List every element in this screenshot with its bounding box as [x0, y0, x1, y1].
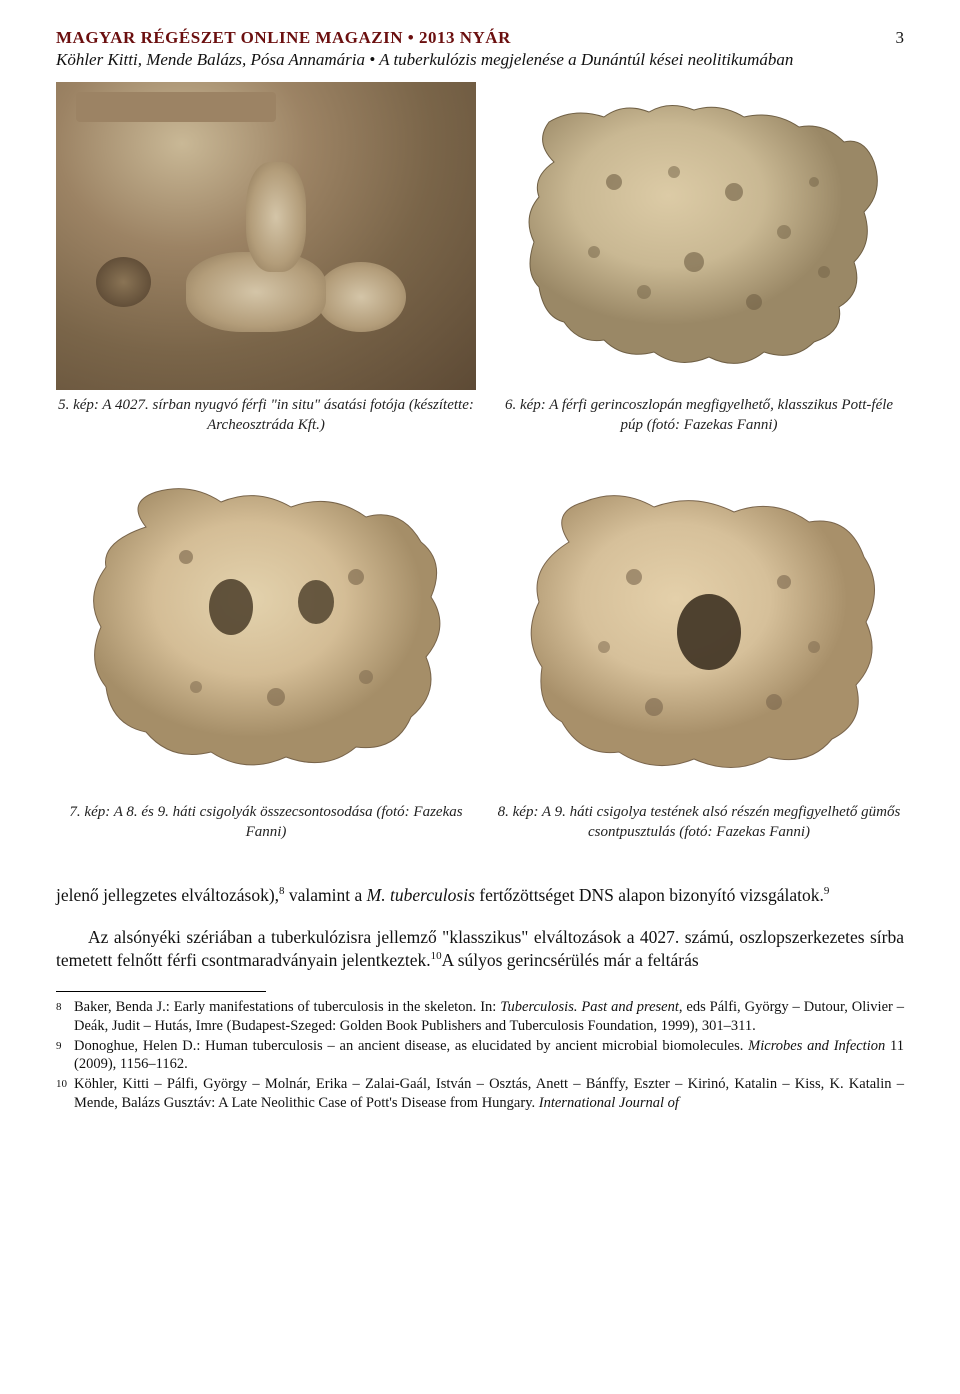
p1-b: valamint a — [285, 885, 367, 905]
p1-a: jelenő jellegzetes elváltozások), — [56, 885, 279, 905]
fn8-a: Baker, Benda J.: Early manifestations of… — [74, 999, 500, 1015]
figure-5-caption: 5. kép: A 4027. sírban nyugvó férfi "in … — [56, 396, 476, 435]
body-text: jelenő jellegzetes elváltozások),8 valam… — [56, 884, 904, 973]
footnotes: 8 Baker, Benda J.: Early manifestations … — [56, 998, 904, 1113]
fn10-a: Köhler, Kitti – Pálfi, György – Molnár, … — [74, 1076, 904, 1111]
footnote-9: 9 Donoghue, Helen D.: Human tuberculosis… — [56, 1037, 904, 1075]
fn9-i1: Microbes and Infection — [748, 1038, 885, 1054]
fn10-num: 10 — [56, 1075, 74, 1113]
page-number: 3 — [896, 28, 905, 48]
footnote-divider — [56, 991, 266, 992]
fn9-a: Donoghue, Helen D.: Human tuberculosis –… — [74, 1038, 748, 1054]
figure-7-caption: 7. kép: A 8. és 9. háti csigolyák összec… — [56, 803, 476, 842]
figure-8-image — [494, 467, 900, 797]
page-header: MAGYAR RÉGÉSZET ONLINE MAGAZIN • 2013 NY… — [56, 28, 904, 70]
p1-sup2: 9 — [824, 885, 830, 897]
authors-line: Köhler Kitti, Mende Balázs, Pósa Annamár… — [56, 50, 904, 70]
p2-sup: 10 — [431, 950, 442, 962]
vertebra-lesion-icon — [494, 467, 900, 797]
fn8-num: 8 — [56, 998, 74, 1036]
footnote-8: 8 Baker, Benda J.: Early manifestations … — [56, 998, 904, 1036]
fn10-i1: International Journal of — [539, 1095, 679, 1111]
header-line: MAGYAR RÉGÉSZET ONLINE MAGAZIN • 2013 NY… — [56, 28, 904, 48]
fn9-num: 9 — [56, 1037, 74, 1075]
figure-row-top: 5. kép: A 4027. sírban nyugvó férfi "in … — [56, 82, 904, 435]
figure-5-image — [56, 82, 476, 390]
figure-6-caption: 6. kép: A férfi gerincoszlopán megfigyel… — [494, 396, 904, 435]
figure-8-caption: 8. kép: A 9. háti csigolya testének alsó… — [494, 803, 904, 842]
figure-8: 8. kép: A 9. háti csigolya testének alsó… — [494, 467, 904, 842]
p1-species: M. tuberculosis — [367, 885, 475, 905]
footnote-10: 10 Köhler, Kitti – Pálfi, György – Molná… — [56, 1075, 904, 1113]
figure-7-image — [56, 467, 476, 797]
fn8-i1: Tuberculosis. Past and present — [500, 999, 679, 1015]
fn8-text: Baker, Benda J.: Early manifestations of… — [74, 998, 904, 1036]
figure-row-bottom: 7. kép: A 8. és 9. háti csigolyák összec… — [56, 467, 904, 842]
fused-vertebrae-icon — [56, 467, 476, 797]
excavation-photo — [56, 82, 476, 390]
figure-5: 5. kép: A 4027. sírban nyugvó férfi "in … — [56, 82, 476, 435]
fn10-text: Köhler, Kitti – Pálfi, György – Molnár, … — [74, 1075, 904, 1113]
figure-6: 6. kép: A férfi gerincoszlopán megfigyel… — [494, 82, 904, 435]
paragraph-2: Az alsónyéki szériában a tuberkulózisra … — [56, 926, 904, 973]
p1-c: fertőzöttséget DNS alapon bizonyító vizs… — [475, 885, 824, 905]
fn9-text: Donoghue, Helen D.: Human tuberculosis –… — [74, 1037, 904, 1075]
magazine-title: MAGYAR RÉGÉSZET ONLINE MAGAZIN • 2013 NY… — [56, 28, 511, 48]
vertebrae-icon — [494, 82, 900, 390]
paragraph-1: jelenő jellegzetes elváltozások),8 valam… — [56, 884, 904, 908]
p2-b: A súlyos gerincsérülés már a feltárás — [442, 950, 699, 970]
figure-7: 7. kép: A 8. és 9. háti csigolyák összec… — [56, 467, 476, 842]
figure-6-image — [494, 82, 900, 390]
